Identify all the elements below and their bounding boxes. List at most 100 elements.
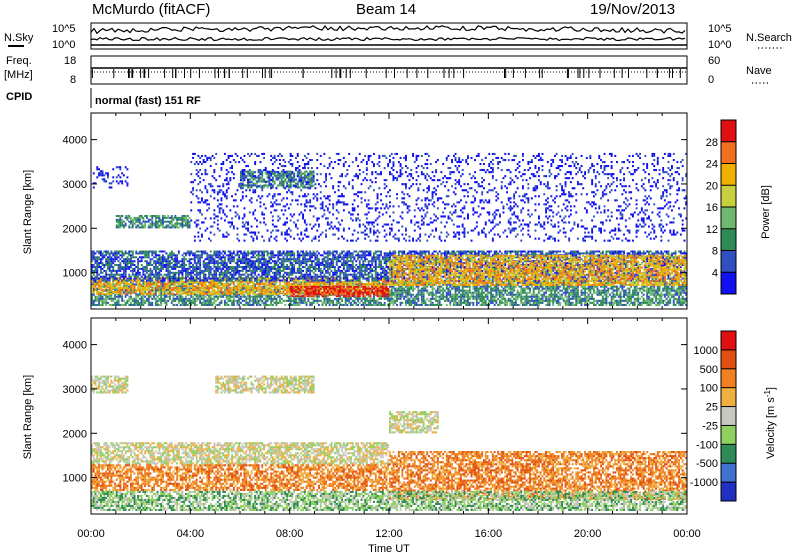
power-cell: [299, 298, 301, 300]
power-cell: [196, 254, 198, 256]
power-cell: [359, 286, 361, 288]
power-cell: [302, 287, 304, 289]
power-cell: [377, 302, 379, 304]
power-cell: [121, 256, 123, 258]
power-cell: [364, 290, 366, 292]
power-cell: [196, 300, 198, 302]
power-cell: [684, 290, 686, 292]
power-cell: [139, 289, 141, 291]
power-cell: [121, 291, 123, 293]
power-cell: [444, 300, 446, 302]
power-cell: [146, 283, 148, 285]
power-cell: [646, 288, 648, 290]
power-cell: [634, 292, 636, 294]
power-cell: [508, 286, 510, 288]
power-cell: [252, 291, 254, 293]
power-cell: [295, 290, 297, 292]
power-cell: [150, 293, 152, 295]
power-cell: [151, 290, 153, 292]
power-cell: [160, 288, 162, 290]
power-cell: [150, 264, 152, 266]
power-cell: [189, 281, 191, 283]
power-cell: [549, 302, 551, 304]
power-cell: [219, 285, 221, 287]
power-cell: [231, 302, 233, 304]
power-cell: [582, 292, 584, 294]
power-cell: [618, 296, 620, 298]
cpid-label: CPID: [6, 91, 32, 103]
power-cell: [128, 300, 130, 302]
power-cell: [114, 294, 116, 296]
power-cell: [616, 292, 618, 294]
power-cell: [299, 285, 301, 287]
power-cell: [334, 277, 336, 279]
power-cell: [107, 293, 109, 295]
power-cell: [237, 281, 239, 283]
power-cell: [123, 287, 125, 289]
power-cell: [231, 293, 233, 295]
power-cell: [643, 298, 645, 300]
power-cell: [256, 283, 258, 285]
power-cell: [393, 302, 395, 304]
power-cell: [130, 258, 132, 260]
power-cell: [258, 289, 260, 291]
power-cell: [380, 283, 382, 285]
power-cell: [132, 256, 134, 258]
power-cell: [540, 290, 542, 292]
power-cell: [210, 287, 212, 289]
power-cell: [210, 274, 212, 276]
power-cell: [125, 266, 127, 268]
power-cell: [187, 289, 189, 291]
power-cell: [478, 288, 480, 290]
power-cell: [121, 304, 123, 306]
power-cell: [416, 296, 418, 298]
power-cell: [407, 302, 409, 304]
power-cell: [666, 288, 668, 290]
power-cell: [228, 293, 230, 295]
power-cell: [352, 295, 354, 297]
power-cell: [382, 281, 384, 283]
power-cell: [361, 285, 363, 287]
power-cell: [316, 298, 318, 300]
power-cell: [295, 286, 297, 288]
power-cell: [307, 300, 309, 302]
power-cell: [302, 285, 304, 287]
power-cell: [414, 300, 416, 302]
power-cell: [666, 286, 668, 288]
power-cell: [299, 290, 301, 292]
power-cell: [162, 284, 164, 286]
power-cell: [119, 264, 121, 266]
power-cell: [636, 298, 638, 300]
power-cell: [142, 266, 144, 268]
power-cell: [134, 280, 136, 282]
power-cell: [171, 252, 173, 254]
power-cell: [311, 286, 313, 288]
power-cell: [235, 294, 237, 296]
power-cell: [268, 293, 270, 295]
power-cell: [238, 304, 240, 306]
power-cell: [160, 251, 162, 253]
power-cell: [591, 298, 593, 300]
power-cell: [323, 290, 325, 292]
power-cell: [203, 298, 205, 300]
power-cell: [460, 290, 462, 292]
power-cell: [680, 298, 682, 300]
power-cell: [192, 276, 194, 278]
power-cell: [646, 294, 648, 296]
power-cell: [166, 287, 168, 289]
power-cell: [119, 293, 121, 295]
power-cell: [160, 258, 162, 260]
power-cell: [203, 270, 205, 272]
power-cell: [492, 302, 494, 304]
power-cell: [157, 260, 159, 262]
power-cell: [151, 304, 153, 306]
power-cell: [417, 294, 419, 296]
power-cell: [384, 286, 386, 288]
power-cell: [607, 292, 609, 294]
power-cell: [384, 298, 386, 300]
power-cell: [684, 288, 686, 290]
power-cell: [178, 276, 180, 278]
power-cell: [199, 293, 201, 295]
power-cell: [114, 302, 116, 304]
power-cell: [607, 288, 609, 290]
